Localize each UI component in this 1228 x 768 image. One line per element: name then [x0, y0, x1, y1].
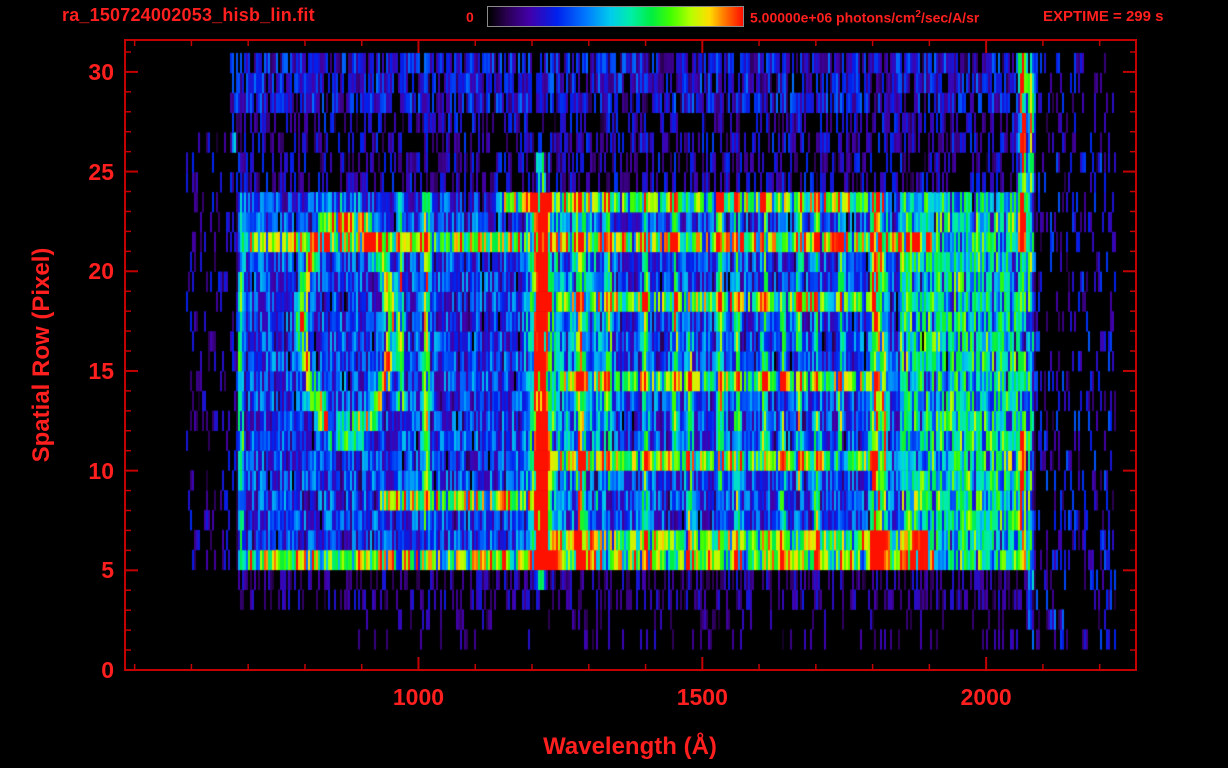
y-tick-label: 25: [88, 158, 114, 185]
y-axis-title: Spatial Row (Pixel): [28, 247, 55, 463]
x-tick-label: 2000: [960, 684, 1012, 710]
y-tick-label: 0: [101, 657, 114, 683]
filename-title: ra_150724002053_hisb_lin.fit: [62, 5, 315, 25]
y-tick-label: 20: [88, 258, 114, 285]
spectral-heatmap-canvas: [126, 41, 1135, 669]
colorbar-min-label: 0: [466, 9, 474, 25]
y-tick-label: 5: [101, 557, 114, 584]
exptime-label: EXPTIME = 299 s: [1043, 8, 1164, 25]
x-axis-title: Wavelength (Å): [543, 733, 717, 760]
x-tick-label: 1000: [392, 684, 445, 710]
x-tick-label: 1500: [676, 684, 728, 710]
y-tick-label: 30: [88, 58, 114, 85]
y-tick-label: 10: [88, 457, 114, 484]
colorbar-max-label: 5.00000e+06 photons/cm2/sec/A/sr: [750, 9, 980, 26]
colorbar-canvas: [487, 6, 744, 27]
superscript-2: 2: [915, 9, 921, 20]
y-tick-label: 15: [88, 357, 114, 384]
